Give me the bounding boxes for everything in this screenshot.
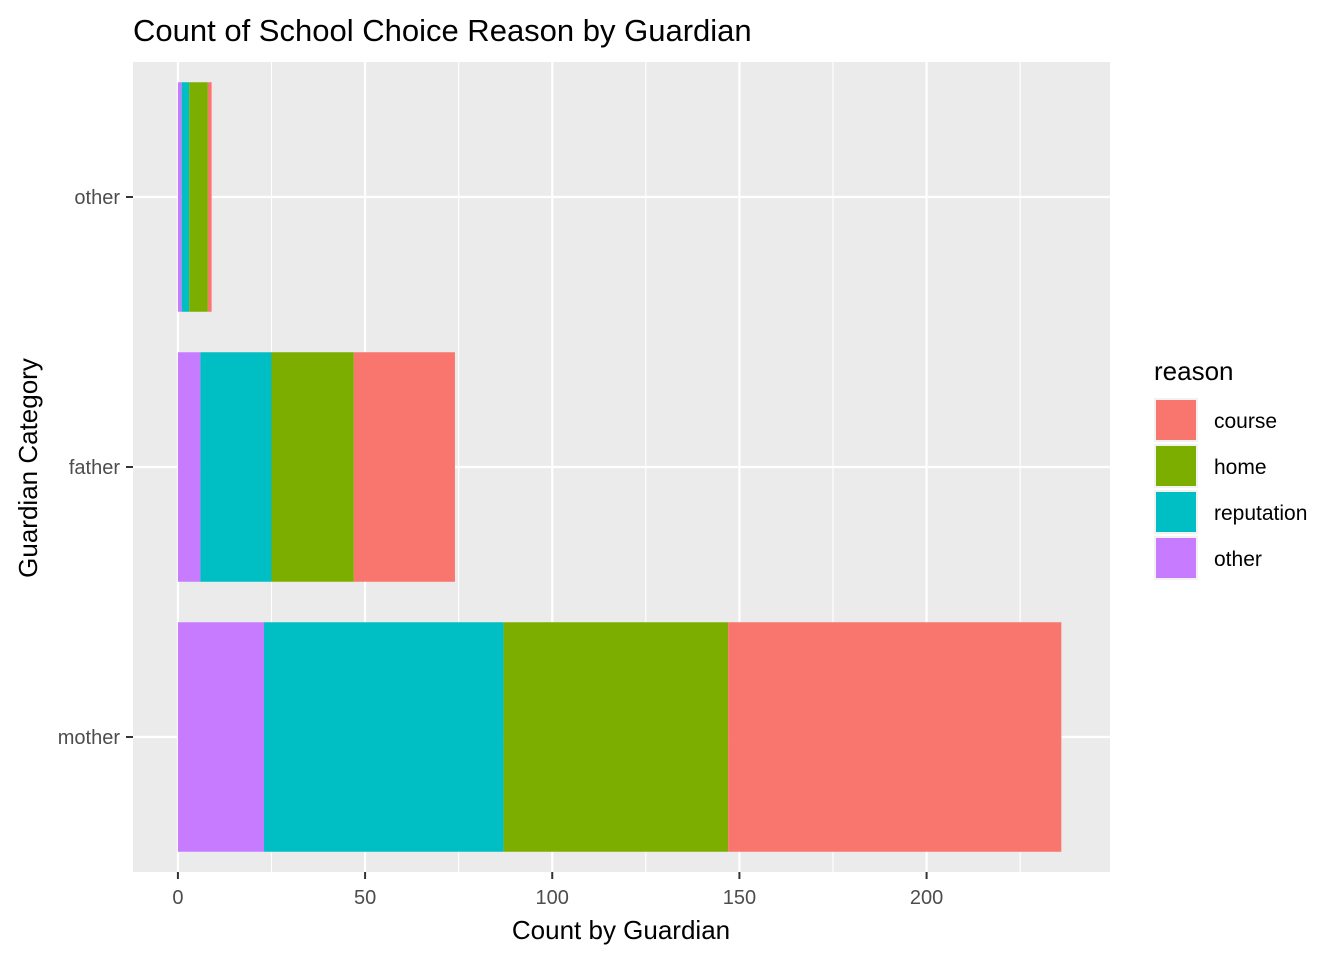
bar-father-reputation	[200, 352, 272, 582]
bar-mother-course	[728, 622, 1062, 852]
chart-title: Count of School Choice Reason by Guardia…	[133, 13, 752, 48]
y-tick-label: other	[74, 187, 120, 209]
bar-other-home	[189, 82, 208, 312]
y-axis-title: Guardian Category	[13, 358, 43, 578]
legend-key-reputation	[1156, 492, 1196, 532]
legend: reason course home reputation other	[1154, 356, 1307, 580]
x-tick-label: 150	[723, 887, 756, 909]
bar-father-course	[353, 352, 455, 582]
legend-key-course	[1156, 400, 1196, 440]
bar-mother-other	[177, 622, 265, 852]
x-tick-label: 200	[910, 887, 943, 909]
bar-father-home	[271, 352, 354, 582]
legend-title: reason	[1154, 356, 1234, 386]
bars	[177, 82, 1062, 852]
x-tick-label: 0	[172, 887, 183, 909]
legend-label-other: other	[1214, 548, 1262, 571]
axes: 0 50 100 150 200 mother father other	[58, 187, 944, 909]
bar-other-other	[177, 82, 182, 312]
x-tick-label: 50	[354, 887, 376, 909]
legend-key-home	[1156, 446, 1196, 486]
legend-label-reputation: reputation	[1214, 502, 1307, 525]
legend-key-other	[1156, 538, 1196, 578]
bar-other-reputation	[181, 82, 190, 312]
x-tick-label: 100	[536, 887, 569, 909]
bar-father-other	[177, 352, 201, 582]
y-tick-label: father	[69, 457, 120, 479]
legend-label-home: home	[1214, 456, 1267, 479]
y-tick-label: mother	[58, 727, 121, 749]
x-axis-title: Count by Guardian	[512, 915, 730, 945]
bar-mother-reputation	[264, 622, 504, 852]
bar-mother-home	[503, 622, 729, 852]
bar-other-course	[207, 82, 212, 312]
legend-label-course: course	[1214, 410, 1277, 433]
